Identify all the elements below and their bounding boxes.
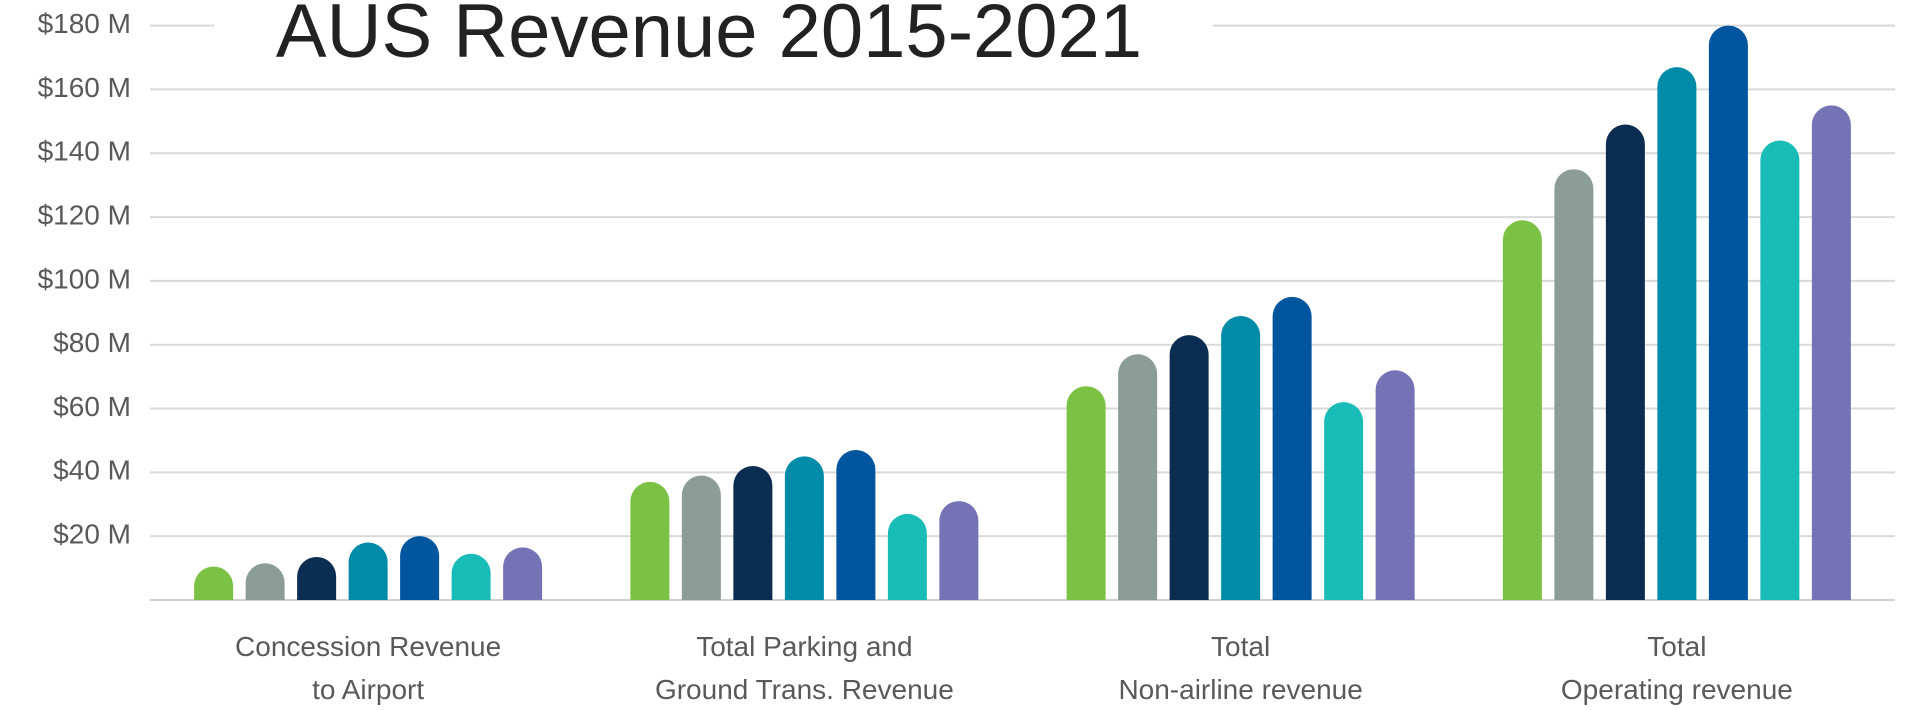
bar (194, 566, 234, 600)
bar (1760, 140, 1800, 601)
bar (887, 513, 927, 600)
bar (1272, 296, 1312, 600)
y-tick-label: $180 M (38, 8, 131, 39)
x-tick-label: Total Non-airline revenue (1118, 631, 1362, 705)
chart-title: AUS Revenue 2015-2021 (276, 0, 1142, 74)
bar (1502, 220, 1542, 600)
x-tick-label: Total Parking and Ground Trans. Revenue (655, 631, 954, 705)
x-tick-label-line: Non-airline revenue (1118, 674, 1362, 705)
bar (784, 456, 824, 600)
bar (1375, 370, 1415, 600)
bar (1066, 386, 1106, 600)
x-tick-label: Concession Revenue to Airport (235, 631, 501, 705)
bar (503, 547, 543, 600)
y-tick-label: $140 M (38, 136, 131, 167)
y-tick-label: $40 M (53, 455, 131, 486)
bar (1221, 315, 1261, 600)
y-tick-label: $80 M (53, 327, 131, 358)
bar (939, 501, 979, 600)
bar (836, 450, 876, 600)
bar (1554, 169, 1594, 600)
bar (1708, 25, 1748, 601)
bar (1811, 105, 1851, 601)
bar (681, 475, 721, 600)
bar (733, 465, 773, 600)
bar (245, 563, 285, 600)
y-tick-label: $20 M (53, 519, 131, 550)
bar (1605, 124, 1645, 600)
y-tick-label: $60 M (53, 391, 131, 422)
bar (451, 553, 491, 600)
x-tick-label-line: Ground Trans. Revenue (655, 674, 954, 705)
x-tick-label-line: Total Parking and (696, 631, 912, 662)
x-tick-label-line: Total (1647, 631, 1706, 662)
bar (297, 556, 337, 600)
y-tick-label: $120 M (38, 199, 131, 230)
x-tick-label-line: Concession Revenue (235, 631, 501, 662)
x-tick-label-line: Operating revenue (1561, 674, 1793, 705)
x-tick-label-line: to Airport (312, 674, 424, 705)
x-tick-label-line: Total (1211, 631, 1270, 662)
bar (400, 536, 440, 600)
y-tick-label: $100 M (38, 263, 131, 294)
bar (348, 542, 388, 600)
title-background (214, 0, 1213, 42)
bar (630, 481, 670, 600)
bar (1657, 67, 1697, 600)
bar (1118, 354, 1158, 600)
x-tick-label: Total Operating revenue (1561, 631, 1793, 705)
y-tick-label: $160 M (38, 72, 131, 103)
bar (1169, 335, 1209, 600)
bar (1324, 402, 1364, 600)
